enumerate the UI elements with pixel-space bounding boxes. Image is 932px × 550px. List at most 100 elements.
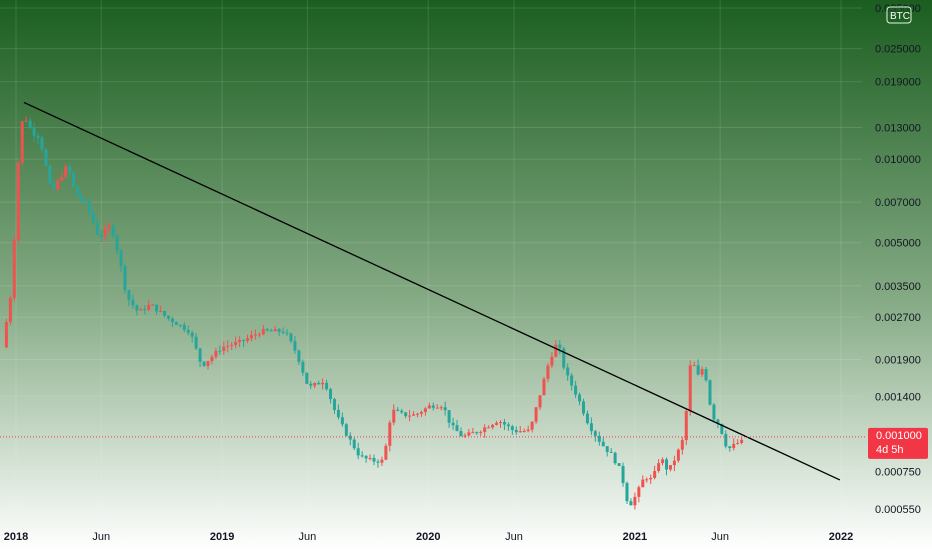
candle-body [40, 137, 44, 150]
candle-body [95, 222, 99, 235]
candle-body [103, 228, 107, 237]
candle-body [708, 380, 712, 405]
candle-body [720, 423, 724, 434]
candle-body [265, 328, 269, 331]
candle-body [542, 378, 546, 396]
candle-body [242, 339, 246, 341]
candle-body [127, 290, 131, 300]
candle-body [502, 422, 506, 425]
candle-body [368, 457, 372, 459]
trendline[interactable] [23, 101, 841, 481]
candle-body [210, 356, 214, 362]
candle-body [518, 431, 522, 433]
candle-body [48, 165, 52, 184]
candle-body [246, 338, 250, 341]
candle-body [277, 329, 281, 332]
candle-body [404, 412, 408, 417]
x-axis[interactable]: 2018 Jun 2019 Jun 2020 Jun 2021 Jun 2022 [4, 531, 853, 543]
candle-body [20, 121, 24, 163]
candle-body [439, 407, 443, 409]
candle-body [56, 180, 60, 190]
candle-body [447, 410, 451, 423]
candle-body [578, 394, 582, 402]
candle-body [123, 266, 127, 291]
candle-body [91, 211, 95, 223]
candle-body [143, 309, 147, 311]
x-tick-label: Jun [92, 531, 110, 543]
candle-body [198, 348, 202, 362]
candle-body [728, 446, 732, 449]
candle-body [526, 429, 530, 432]
candle-body [645, 479, 649, 481]
candle-body [435, 407, 439, 409]
candle-body [443, 407, 447, 411]
candle-body [182, 324, 186, 330]
candle-body [692, 365, 696, 367]
price-tag-value: 0.001000 [876, 430, 922, 442]
candle-body [24, 120, 28, 122]
candle-body [570, 375, 574, 386]
candle-body [400, 410, 404, 413]
candle-body [28, 120, 32, 129]
candle-body [372, 457, 376, 462]
grid-lines [0, 0, 862, 520]
candle-body [83, 200, 87, 202]
candle-body [558, 344, 562, 349]
candle-body [388, 422, 392, 446]
candle-body [546, 365, 550, 379]
x-tick-label: 2019 [210, 531, 234, 543]
candle-body [613, 452, 617, 464]
candle-body [360, 455, 364, 457]
candle-body [186, 329, 190, 333]
candle-body [190, 332, 194, 337]
candle-body [222, 346, 226, 351]
candle-body [427, 405, 431, 409]
candle-body [736, 442, 740, 444]
candle-body [76, 186, 80, 197]
symbol-badge[interactable]: BTC [886, 6, 912, 24]
candle-body [661, 459, 665, 464]
price-tag: 0.001000 4d 5h [868, 427, 928, 459]
candle-body [44, 149, 48, 166]
candle-body [491, 424, 495, 428]
candle-body [206, 361, 210, 366]
candle-body [340, 417, 344, 425]
candle-body [107, 225, 111, 229]
candle-body [582, 401, 586, 414]
candle-body [522, 431, 526, 433]
candle-body [115, 235, 119, 251]
candle-body [80, 196, 84, 201]
candle-body [72, 172, 76, 187]
candle-body [309, 383, 313, 386]
candle-body [380, 459, 384, 463]
candle-body [376, 461, 380, 463]
candle-body [64, 166, 68, 177]
candle-body [574, 385, 578, 395]
candle-body [336, 409, 340, 418]
candle-body [155, 304, 159, 312]
y-tick-label: 0.019000 [875, 77, 921, 89]
candle-body [451, 422, 455, 426]
candle-body [234, 341, 238, 345]
candles [4, 116, 744, 510]
candle-body [249, 335, 253, 339]
candle-body [617, 463, 621, 466]
candle-body [305, 372, 309, 384]
x-tick-label: Jun [299, 531, 317, 543]
symbol-badge-label: BTC [890, 11, 910, 22]
candle-body [657, 463, 661, 471]
candle-body [36, 135, 40, 138]
candle-body [16, 162, 20, 241]
candle-body [605, 446, 609, 452]
candle-body [653, 470, 657, 478]
candle-body [52, 183, 56, 190]
candle-body [166, 315, 170, 319]
candle-body [332, 399, 336, 410]
candle-body [253, 334, 257, 336]
candle-body [412, 414, 416, 416]
candle-body [344, 424, 348, 436]
candle-body [593, 431, 597, 436]
candle-body [68, 166, 72, 173]
candle-body [506, 424, 510, 427]
